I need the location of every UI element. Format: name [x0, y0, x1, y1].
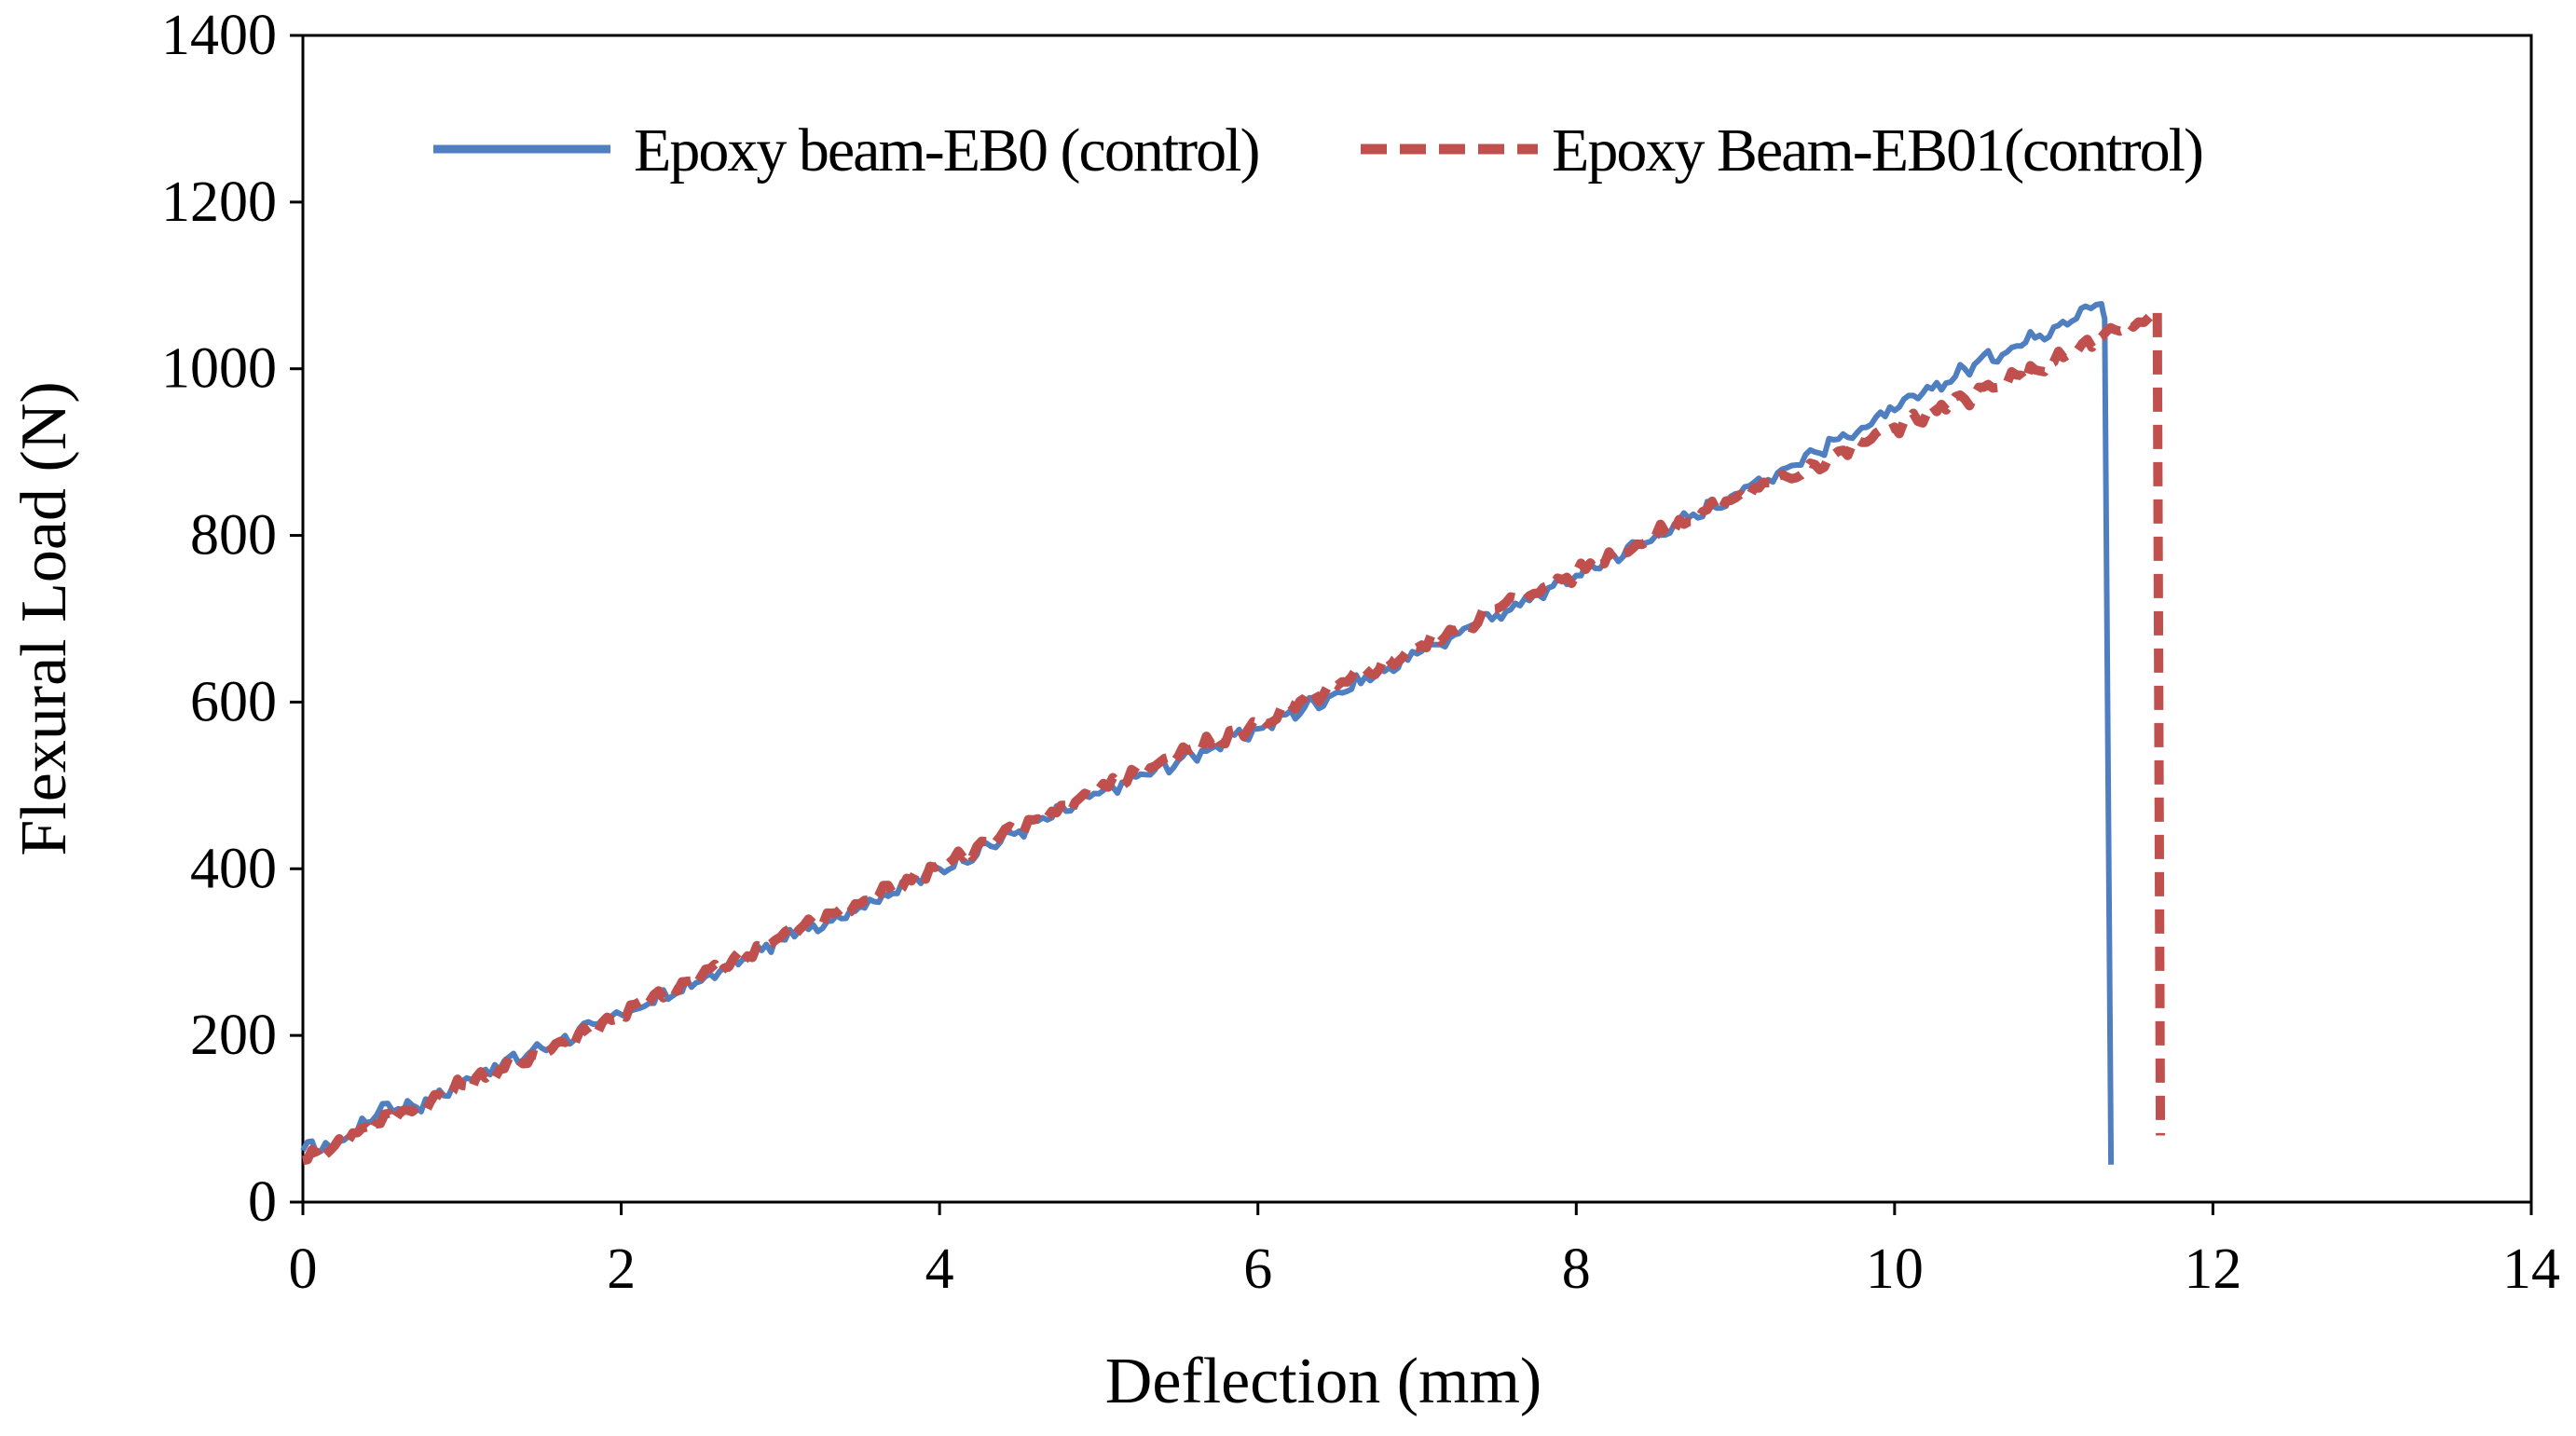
- y-tick-label-1: 200: [190, 1004, 277, 1067]
- legend: Epoxy beam-EB0 (control) Epoxy Beam-EB01…: [433, 116, 2204, 185]
- y-tick-label-2: 400: [190, 837, 277, 900]
- legend-label-series-1: Epoxy beam-EB0 (control): [634, 116, 1258, 185]
- x-tick-label-4: 8: [1562, 1238, 1591, 1301]
- x-tick-label-3: 6: [1243, 1238, 1272, 1301]
- y-tick-label-3: 600: [190, 670, 277, 733]
- x-tick-label-1: 2: [607, 1238, 636, 1301]
- legend-label-series-2: Epoxy Beam-EB01(control): [1552, 116, 2202, 185]
- x-tick-label-0: 0: [289, 1238, 318, 1301]
- series-lines: [300, 301, 2166, 1166]
- x-tick-label-7: 14: [2502, 1238, 2560, 1301]
- y-tick-label-6: 1200: [161, 171, 277, 234]
- y-tick-label-4: 800: [190, 504, 277, 568]
- y-tick-label-5: 1000: [161, 337, 277, 401]
- x-tick-label-6: 12: [2184, 1238, 2241, 1301]
- plot-area-frame: [301, 34, 2533, 1204]
- x-axis-label: Deflection (mm): [1105, 1346, 1541, 1417]
- x-tick-label-2: 4: [925, 1238, 954, 1301]
- x-axis-ticks: [301, 1202, 2533, 1215]
- y-axis-label: Flexural Load (N): [8, 381, 80, 855]
- x-axis-tick-labels: 0 2 4 6 8 10 12 14: [289, 1238, 2561, 1301]
- series-line-2: [302, 306, 2166, 1166]
- y-tick-label-0: 0: [248, 1170, 277, 1234]
- y-axis-tick-labels: 0 200 400 600 800 1000 1200 1400: [161, 4, 277, 1234]
- x-tick-label-5: 10: [1866, 1238, 1924, 1301]
- y-tick-label-7: 1400: [161, 4, 277, 67]
- y-axis-ticks: [290, 34, 303, 1204]
